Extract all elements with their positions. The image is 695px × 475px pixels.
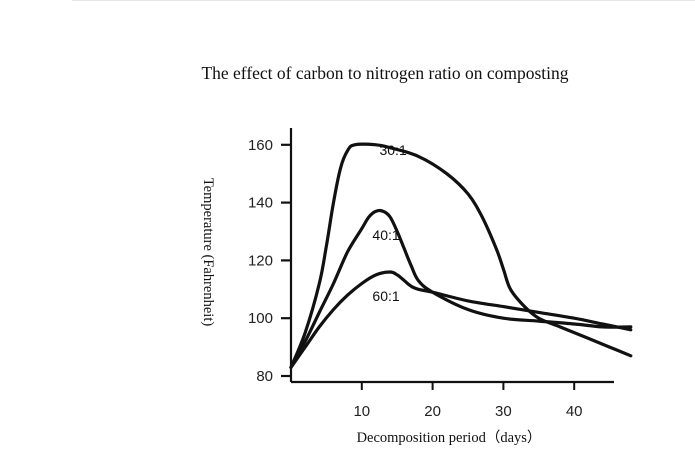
series-label-2: 40:1 [372, 227, 399, 243]
y-tick-label-160: 160 [248, 137, 273, 154]
y-tick-label-100: 100 [248, 310, 273, 327]
x-axis-label: Decomposition period（days） [357, 429, 542, 446]
y-tick-label-140: 140 [248, 195, 273, 212]
series-label-1: 30:1 [379, 142, 406, 158]
series-line-3 [289, 270, 633, 369]
chart-title: The effect of carbon to nitrogen ratio o… [201, 63, 569, 83]
series-group: 30:1 40:1 60:1 [289, 142, 633, 369]
x-tick-label-10: 10 [353, 403, 370, 420]
x-tick-label-40: 40 [566, 403, 583, 420]
y-tick-label-80: 80 [256, 368, 273, 385]
axes: 80 100 120 140 160 10 20 30 40 [248, 128, 614, 420]
y-axis-label: Temperature (Fahrenheit) [200, 178, 216, 327]
x-tick-label-30: 30 [495, 403, 512, 420]
x-tick-label-20: 20 [424, 403, 441, 420]
series-label-3: 60:1 [372, 288, 399, 304]
series-line-1 [289, 142, 633, 369]
y-tick-label-120: 120 [248, 252, 273, 269]
top-divider [72, 0, 695, 1]
series-line-2 [289, 208, 633, 369]
